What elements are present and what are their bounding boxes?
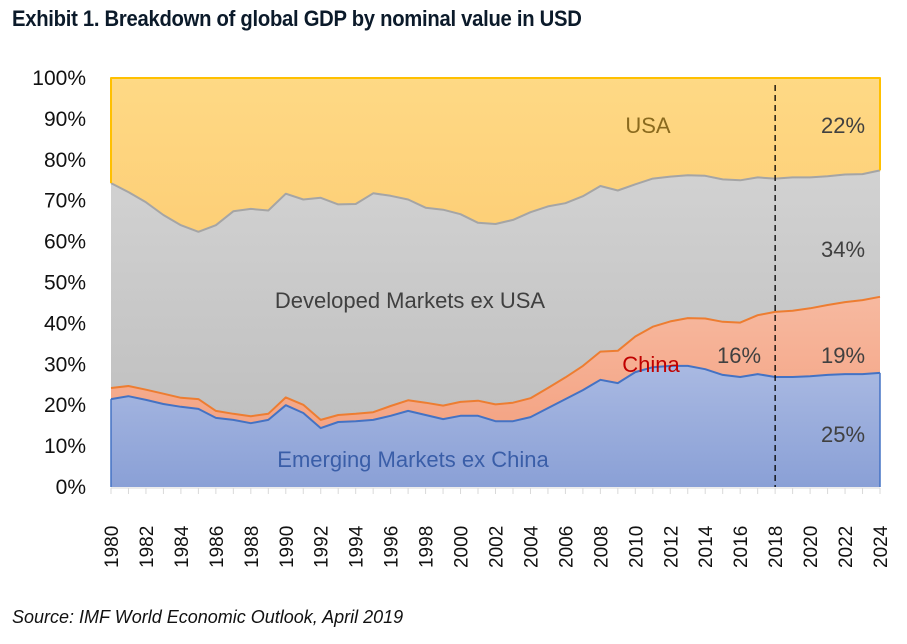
x-tick-label: 2012 [661, 526, 682, 568]
x-tick-label: 2002 [487, 526, 508, 568]
area-developed-ex-usa [111, 170, 880, 420]
area-china [111, 296, 880, 429]
label-china-2018-pct: 16% [717, 343, 761, 368]
x-tick-label: 2016 [731, 526, 752, 568]
y-tick-label: 80% [44, 149, 86, 172]
x-tick-label: 1990 [277, 526, 298, 568]
x-tick-label: 2014 [696, 525, 717, 568]
x-tick-label: 2010 [626, 526, 647, 568]
y-tick-label: 50% [44, 272, 86, 295]
label-china-pct: 19% [821, 343, 865, 368]
x-tick-label: 1982 [137, 526, 158, 568]
y-tick-label: 90% [44, 108, 86, 131]
label-dm: Developed Markets ex USA [275, 288, 546, 313]
x-tick-label: 1988 [242, 526, 263, 568]
y-tick-label: 30% [44, 353, 86, 376]
source-note: Source: IMF World Economic Outlook, Apri… [12, 607, 404, 627]
x-tick-label: 2000 [452, 526, 473, 568]
x-tick-label: 1980 [102, 526, 123, 568]
y-tick-label: 100% [32, 67, 86, 90]
chart-svg: 0% 10% 20% 30% 40% 50% 60% 70% 80% 90% 100% 1980 198… [32, 67, 892, 568]
x-tick-label: 2020 [801, 526, 822, 568]
y-tick-label: 40% [44, 312, 86, 335]
x-tick-label: 2022 [836, 526, 857, 568]
line-developed-ex-usa [110, 169, 881, 233]
x-tick-label: 1998 [417, 526, 438, 568]
y-tick-label: 60% [44, 231, 86, 254]
label-usa: USA [625, 113, 671, 138]
label-em: Emerging Markets ex China [277, 447, 549, 472]
y-tick-label: 70% [44, 190, 86, 213]
x-tick-label: 2006 [556, 526, 577, 568]
x-tick-label: 1996 [382, 526, 403, 568]
x-tick-label: 2018 [766, 526, 787, 568]
label-china: China [622, 352, 680, 377]
y-tick-label: 10% [44, 435, 86, 458]
line-emerging-ex-china [110, 364, 881, 430]
x-tick-label: 1994 [347, 525, 368, 568]
y-tick-label: 20% [44, 394, 86, 417]
chart-title: Exhibit 1. Breakdown of global GDP by no… [12, 6, 582, 31]
x-tick-label: 1984 [172, 525, 193, 568]
label-em-pct: 25% [821, 422, 865, 447]
line-china [110, 295, 881, 421]
x-tick-label: 1986 [207, 526, 228, 568]
line-usa [110, 77, 881, 184]
x-tick-label: 2024 [871, 525, 892, 568]
label-usa-pct: 22% [821, 113, 865, 138]
y-tick-label: 0% [56, 476, 86, 499]
x-tick-label: 2008 [591, 526, 612, 568]
area-emerging-ex-china [111, 365, 880, 487]
area-usa [111, 78, 880, 232]
x-tick-label: 2004 [521, 525, 542, 568]
label-dm-pct: 34% [821, 237, 865, 262]
x-tick-label: 1992 [312, 526, 333, 568]
